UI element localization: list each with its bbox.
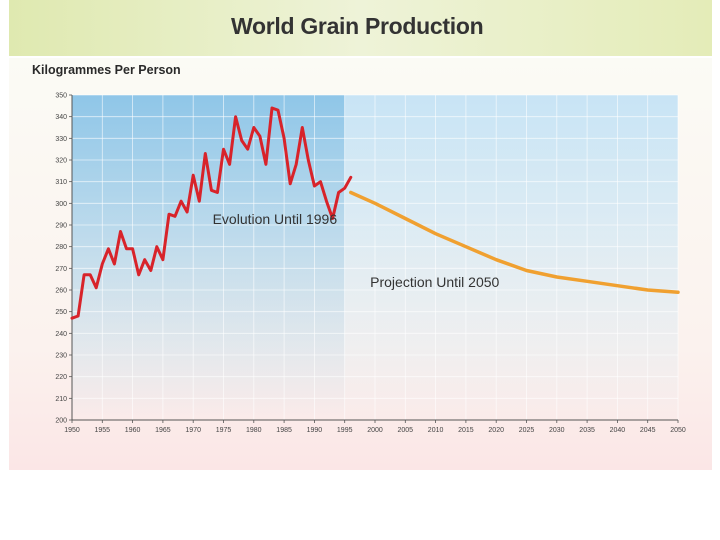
x-tick-label: 2000: [367, 427, 383, 434]
x-tick-label: 2010: [428, 427, 444, 434]
y-tick-label: 330: [55, 136, 67, 143]
y-tick-label: 340: [55, 114, 67, 121]
x-tick-label: 2050: [670, 427, 686, 434]
series: [70, 106, 680, 320]
title-bar: World Grain Production: [9, 0, 712, 58]
y-tick-label: 280: [55, 244, 67, 251]
x-tick-label: 1965: [155, 427, 171, 434]
x-tick-label: 2020: [488, 427, 504, 434]
x-tick-label: 1970: [185, 427, 201, 434]
y-tick-label: 240: [55, 331, 67, 338]
x-tick-label: 1960: [125, 427, 141, 434]
x-tick-label: 2015: [458, 427, 474, 434]
x-tick-label: 2045: [640, 427, 656, 434]
x-tick-label: 1975: [216, 427, 232, 434]
chart-title: World Grain Production: [231, 13, 484, 39]
projection-series-line: [349, 190, 680, 294]
x-tick-label: 1990: [307, 427, 323, 434]
y-tick-label: 310: [55, 179, 67, 186]
projection-annotation: Projection Until 2050: [370, 274, 499, 290]
x-tick-label: 2040: [610, 427, 626, 434]
projection-region: [344, 95, 678, 420]
historical-series-line: [70, 106, 353, 320]
annotations: Evolution Until 1996 Projection Until 205…: [213, 211, 500, 290]
y-tick-label: 260: [55, 288, 67, 295]
x-tick-label: 1950: [64, 427, 80, 434]
y-tick-label: 350: [55, 93, 67, 100]
x-tick-label: 1985: [276, 427, 292, 434]
y-tick-label: 250: [55, 309, 67, 316]
x-tick-label: 2025: [519, 427, 535, 434]
y-tick-label: 270: [55, 266, 67, 273]
y-tick-label: 320: [55, 158, 67, 165]
y-tick-label: 230: [55, 353, 67, 360]
x-tick-label: 2030: [549, 427, 565, 434]
x-tick-label: 1955: [95, 427, 111, 434]
x-tick-label: 1980: [246, 427, 262, 434]
x-tick-label: 2035: [579, 427, 595, 434]
y-tick-label: 200: [55, 418, 67, 425]
evolution-annotation: Evolution Until 1996: [213, 211, 338, 227]
x-tick-label: 1995: [337, 427, 353, 434]
y-axis-label: Kilogrammes Per Person: [32, 63, 181, 77]
y-tick-label: 290: [55, 223, 67, 230]
y-tick-label: 220: [55, 374, 67, 381]
axes: 200 210 220 230 240 250 260 270 280 290 300 310 320 3…: [55, 93, 686, 435]
x-tick-label: 2005: [398, 427, 414, 434]
y-tick-label: 300: [55, 201, 67, 208]
y-tick-label: 210: [55, 396, 67, 403]
